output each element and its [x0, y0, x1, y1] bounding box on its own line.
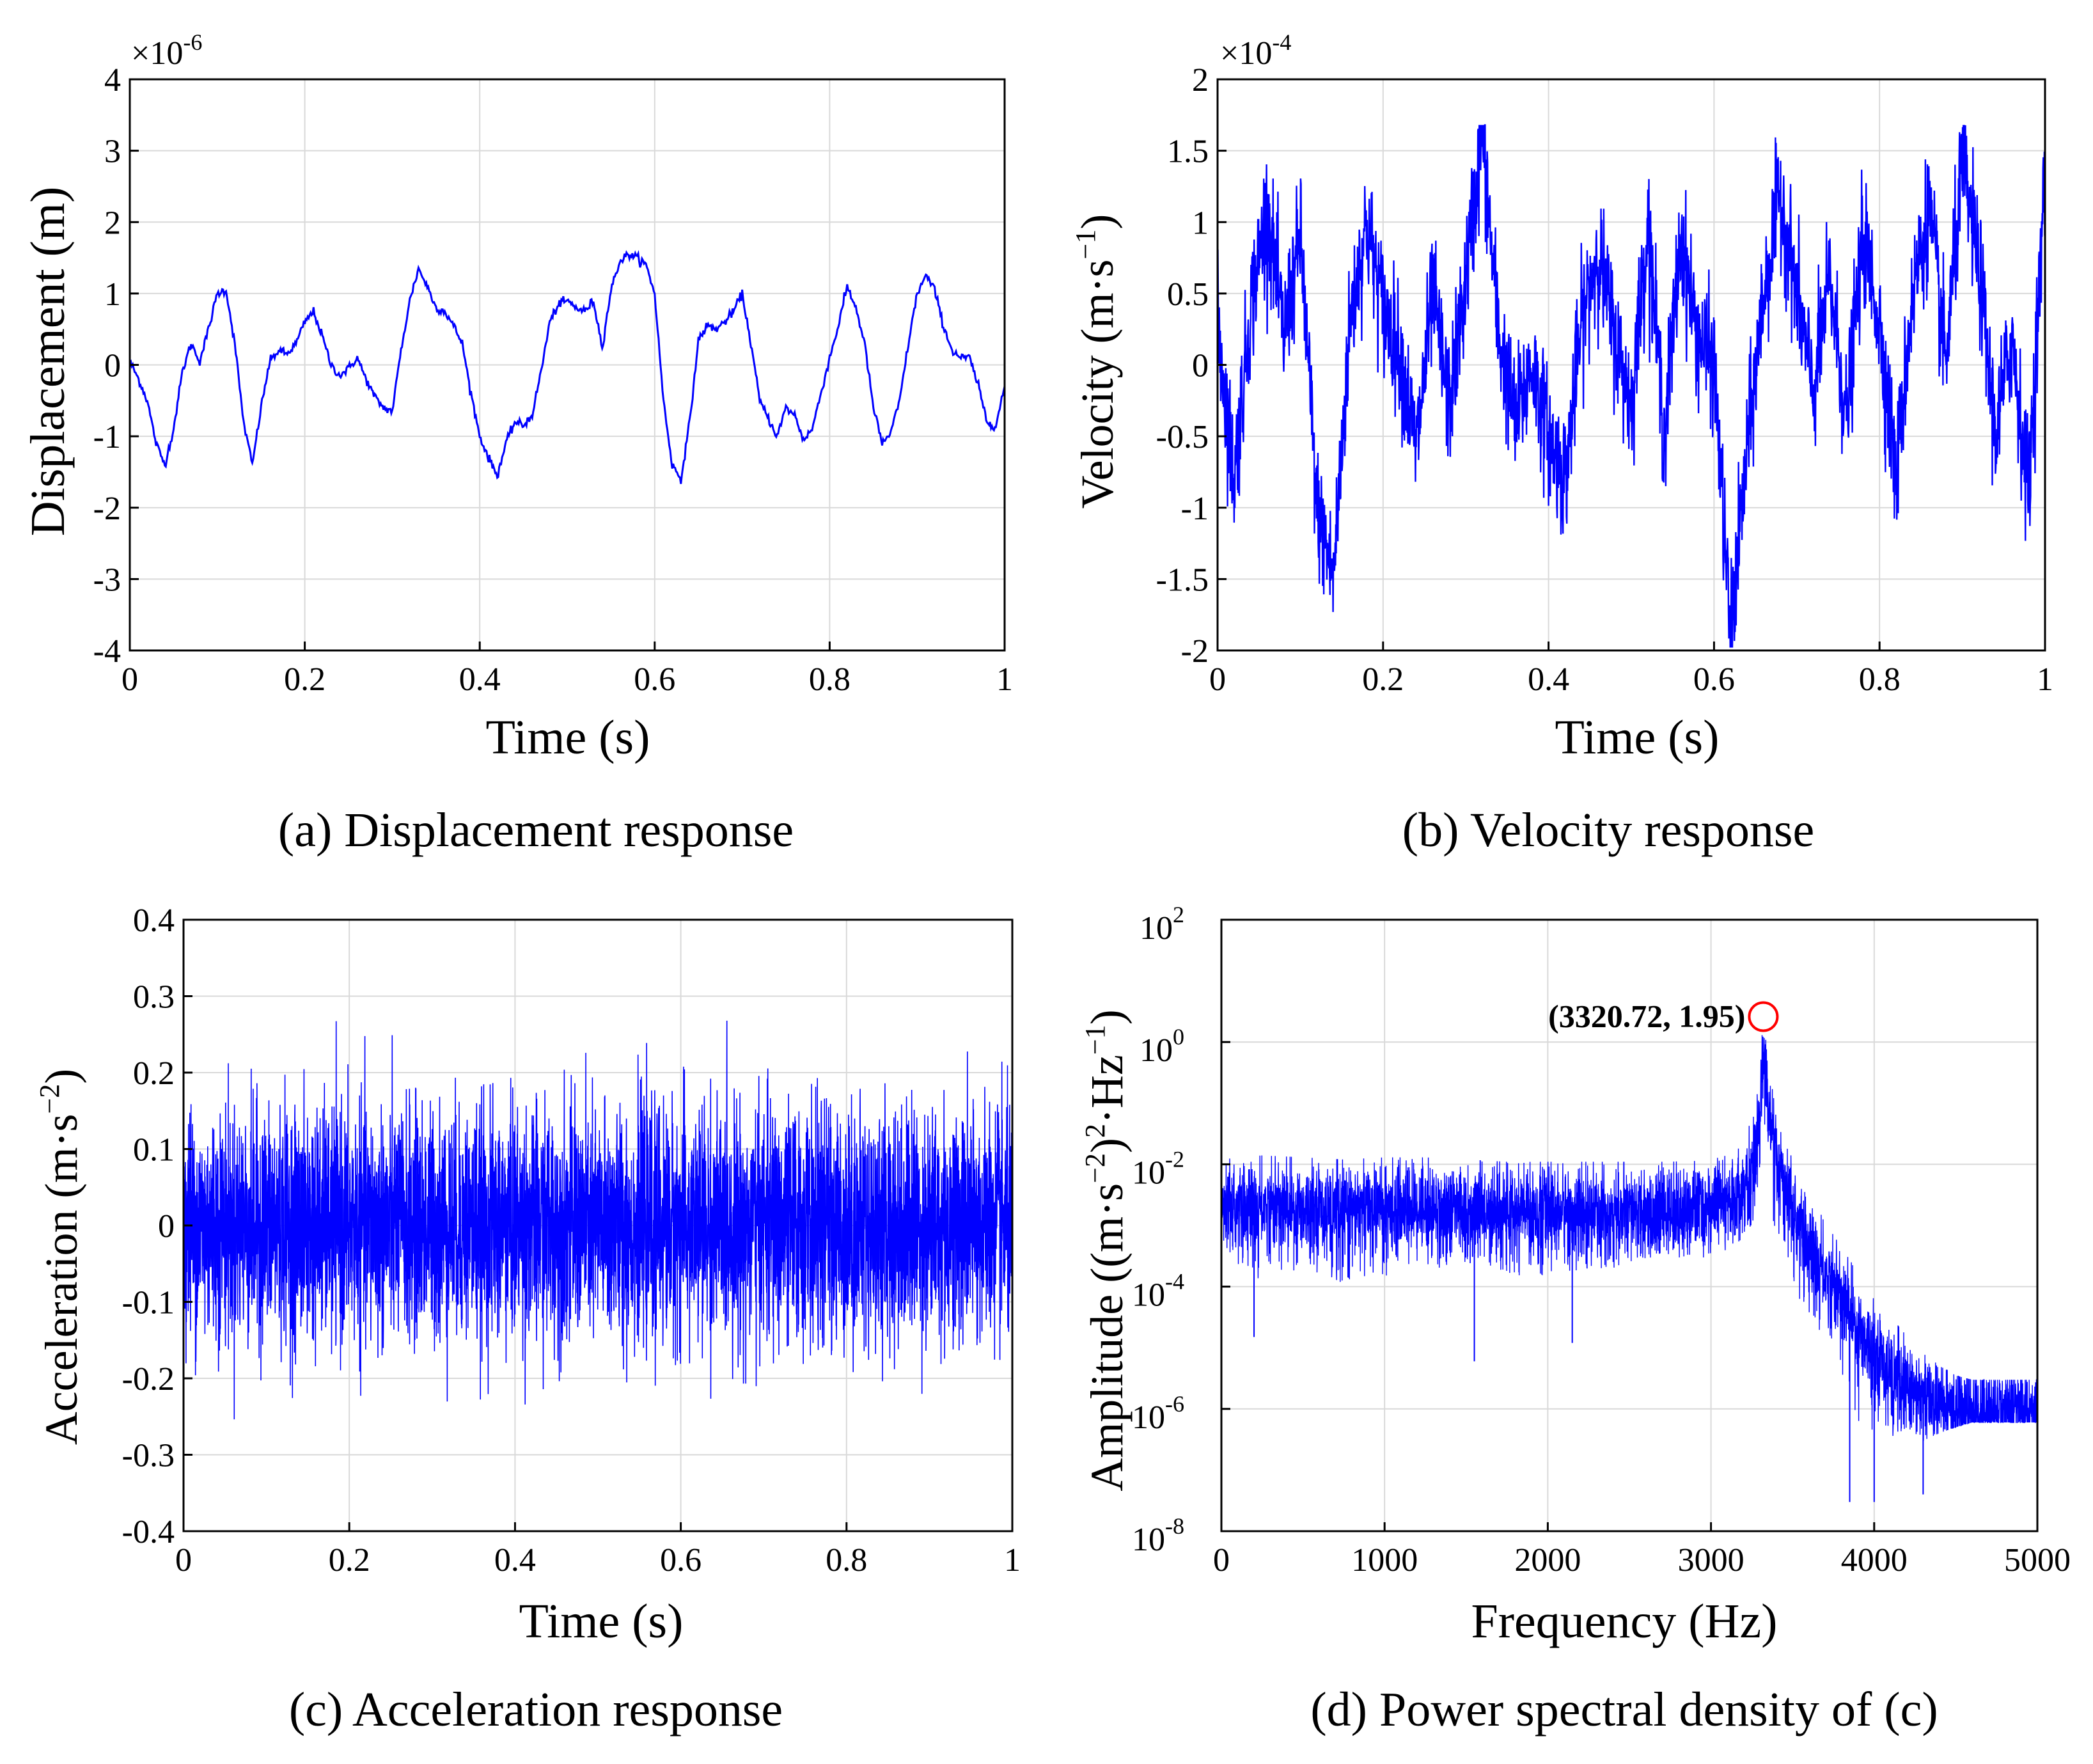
- panel-c-x-tick-label: 0: [175, 1542, 192, 1579]
- panel-d-peak: (3320.72, 1.95): [1548, 998, 1779, 1034]
- panel-b-x-label: Time (s): [1555, 711, 1720, 764]
- panel-a-y-label: Displacement (m): [21, 187, 75, 537]
- panel-d-frame: [1220, 918, 2039, 1532]
- panel-b-x-tick-label: 0.2: [1362, 661, 1404, 698]
- panel-c-x-label: Time (s): [519, 1595, 684, 1648]
- panel-d-x-label: Frequency (Hz): [1471, 1595, 1777, 1648]
- panel-b-y-tick-label: -0.5: [1156, 419, 1209, 455]
- panel-b-y-ticks: -2 -1.5 -1 -0.5 0 0.5 1 1.5 2: [1156, 62, 1227, 670]
- panel-d-x-tick-label: 1000: [1351, 1542, 1418, 1579]
- panel-c-y-tick-label: 0: [158, 1208, 175, 1245]
- panel-a: 0 0.2 0.4 0.6 0.8 1 -4 -3 -2 -1 0 1 2 3 4 Time (s) Di…: [21, 29, 1013, 857]
- panel-a-caption: (a) Displacement response: [278, 803, 794, 857]
- panel-b-y-scale: ×10-4: [1220, 29, 1291, 72]
- panel-a-x-tick-label: 1: [996, 661, 1013, 698]
- panel-c-acceleration-line: [184, 1020, 1012, 1420]
- panel-c-y-tick-label: 0.2: [133, 1055, 175, 1092]
- panel-a-displacement-line: [130, 249, 1005, 484]
- panel-b-x-tick-label: 0.4: [1528, 661, 1569, 698]
- panel-d-plot: [1221, 1035, 2037, 1502]
- panel-c-y-tick-label: 0.1: [133, 1132, 175, 1169]
- panel-c-y-tick-label: 0.4: [133, 902, 175, 939]
- panel-b-y-tick-label: -1: [1181, 491, 1209, 527]
- panel-a-y-tick-label: -1: [93, 419, 121, 455]
- panel-b-y-tick-label: 1.5: [1167, 134, 1209, 170]
- panel-b-x-tick-label: 1: [2037, 661, 2053, 698]
- panel-a-y-tick-label: 4: [104, 62, 121, 98]
- panel-c-y-tick-label: 0.3: [133, 979, 175, 1016]
- panel-b-plot: [1218, 124, 2045, 648]
- panel-d-caption: (d) Power spectral density of (c): [1310, 1683, 1938, 1736]
- panel-c-y-tick-label: -0.3: [122, 1438, 175, 1474]
- panel-d-peak-marker: [1748, 1001, 1779, 1032]
- panel-d-peak-label: (3320.72, 1.95): [1548, 998, 1745, 1034]
- panel-b-y-label: Velocity (m·s−1): [1070, 214, 1123, 509]
- panel-a-x-tick-label: 0.6: [634, 661, 675, 698]
- panel-c-x-tick-label: 0.6: [660, 1542, 702, 1579]
- panel-b-caption: (b) Velocity response: [1402, 803, 1814, 857]
- panel-a-x-ticks: 0 0.2 0.4 0.6 0.8 1: [122, 642, 1013, 698]
- panel-c-y-ticks: -0.4 -0.3 -0.2 -0.1 0 0.1 0.2 0.3 0.4: [122, 902, 192, 1550]
- panel-b-x-ticks: 0 0.2 0.4 0.6 0.8 1: [1209, 642, 2053, 698]
- panel-c-x-tick-label: 0.2: [329, 1542, 370, 1579]
- panel-d-x-tick-label: 4000: [1841, 1542, 1908, 1579]
- panel-b-y-tick-label: -2: [1181, 633, 1209, 670]
- panel-c-y-tick-label: -0.2: [122, 1361, 175, 1398]
- panel-c-y-label: Acceleration (m·s−2): [34, 1069, 87, 1445]
- panel-c-x-ticks: 0 0.2 0.4 0.6 0.8 1: [175, 1522, 1021, 1579]
- panel-b-y-tick-label: 0: [1192, 348, 1209, 384]
- panel-d-y-ticks: 10-8 10-6 10-4 10-2 100 102: [1132, 902, 1230, 1558]
- panel-b: 0 0.2 0.4 0.6 0.8 1 -2 -1.5 -1 -0.5 0 0.5 1 1.5 2 Tim…: [1070, 29, 2053, 857]
- panel-a-y-tick-label: 2: [104, 205, 121, 241]
- panel-a-y-tick-label: 0: [104, 348, 121, 384]
- panel-a-x-tick-label: 0.2: [284, 661, 325, 698]
- panel-a-x-tick-label: 0.4: [459, 661, 501, 698]
- panel-c: 0 0.2 0.4 0.6 0.8 1 -0.4 -0.3 -0.2 -0.1 0 0.1 0.2 0.…: [34, 902, 1021, 1736]
- panel-b-y-tick-label: 0.5: [1167, 276, 1209, 313]
- panel-b-x-tick-label: 0.8: [1859, 661, 1901, 698]
- panel-d-y-tick-label: 102: [1140, 902, 1184, 947]
- panel-d-y-label: Amplitude ((m·s−2)2·Hz−1): [1079, 1009, 1133, 1491]
- panel-b-x-tick-label: 0.6: [1693, 661, 1735, 698]
- panel-c-x-tick-label: 1: [1004, 1542, 1021, 1579]
- panel-a-y-tick-label: -2: [93, 491, 121, 527]
- panel-c-y-tick-label: -0.1: [122, 1285, 175, 1321]
- panel-a-x-tick-label: 0: [122, 661, 138, 698]
- panel-d-y-tick-label: 10-6: [1132, 1391, 1184, 1436]
- panel-d-y-tick-label: 10-4: [1132, 1269, 1184, 1314]
- panel-c-plot: [184, 1020, 1012, 1420]
- panel-a-y-tick-label: -3: [93, 562, 121, 598]
- panel-a-y-tick-label: -4: [93, 633, 121, 670]
- panel-a-y-ticks: -4 -3 -2 -1 0 1 2 3 4: [93, 62, 139, 670]
- panel-a-y-scale: ×10-6: [131, 29, 202, 72]
- panel-b-y-tick-label: -1.5: [1156, 562, 1209, 598]
- panel-d-x-tick-label: 5000: [2004, 1542, 2071, 1579]
- panel-b-y-tick-label: 2: [1192, 62, 1209, 98]
- panel-d-x-tick-label: 2000: [1514, 1542, 1581, 1579]
- panel-c-x-tick-label: 0.4: [494, 1542, 536, 1579]
- panel-b-velocity-line: [1218, 124, 2045, 648]
- panel-c-y-tick-label: -0.4: [122, 1514, 175, 1550]
- panel-a-y-tick-label: 1: [104, 276, 121, 313]
- panel-c-x-tick-label: 0.8: [826, 1542, 867, 1579]
- panel-d-y-tick-label: 10-2: [1132, 1146, 1184, 1191]
- panel-a-x-tick-label: 0.8: [809, 661, 851, 698]
- panel-a-x-label: Time (s): [486, 711, 650, 764]
- panel-a-y-tick-label: 3: [104, 134, 121, 170]
- panel-d: 0 1000 2000 3000 4000 5000 10-810-610-410-210…: [1079, 902, 2071, 1736]
- panel-c-caption: (c) Acceleration response: [289, 1683, 783, 1736]
- panel-a-grid: [130, 79, 1005, 650]
- panel-a-plot: [130, 249, 1005, 484]
- panel-d-y-tick-label: 10-8: [1132, 1513, 1184, 1558]
- panel-b-y-tick-label: 1: [1192, 205, 1209, 241]
- panel-d-x-tick-label: 3000: [1678, 1542, 1744, 1579]
- panel-d-y-tick-label: 100: [1140, 1024, 1184, 1069]
- panel-b-x-tick-label: 0: [1209, 661, 1226, 698]
- panel-d-x-tick-label: 0: [1213, 1542, 1230, 1579]
- panel-d-x-ticks: 0 1000 2000 3000 4000 5000: [1213, 1522, 2071, 1579]
- panel-d-psd-line: [1221, 1035, 2037, 1441]
